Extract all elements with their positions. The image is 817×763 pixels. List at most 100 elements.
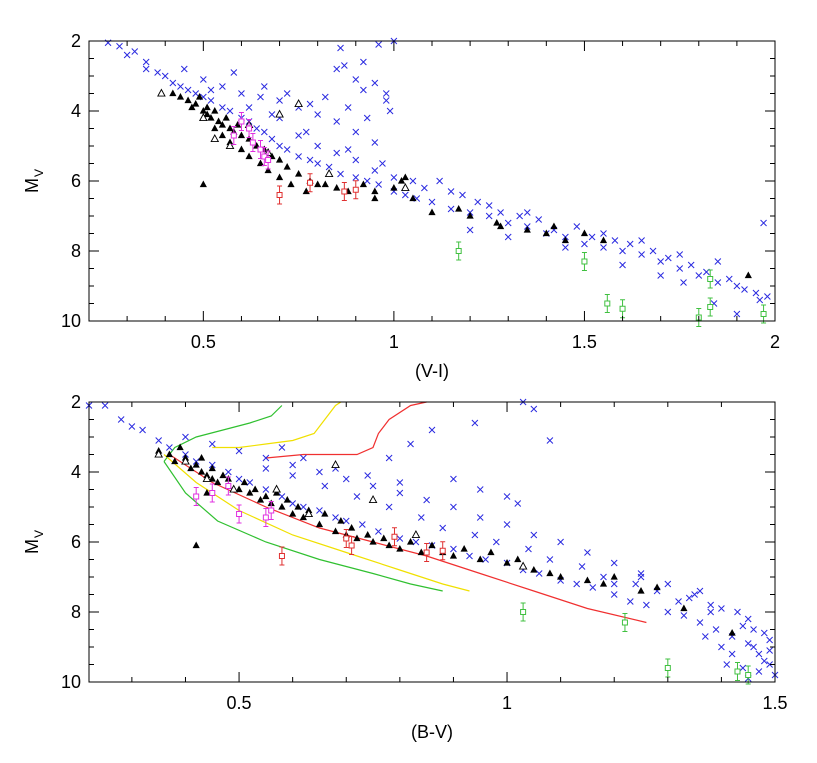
- cross-point: [619, 261, 626, 269]
- filled-triangle-point: [406, 538, 415, 545]
- cross-point: [733, 282, 741, 290]
- open-triangle-point: [518, 561, 528, 570]
- cross-point: [734, 608, 741, 616]
- filled-triangle-point: [287, 180, 295, 188]
- y-tick-label: 2: [71, 31, 81, 51]
- filled-triangle-point: [187, 464, 195, 472]
- cross-point: [578, 563, 586, 570]
- cross-point: [321, 482, 329, 490]
- cross-point: [739, 664, 747, 672]
- filled-triangle-point: [331, 527, 340, 535]
- error-box-point: [619, 305, 626, 312]
- cross-point: [316, 507, 323, 514]
- cross-point: [764, 293, 771, 300]
- filled-triangle-point: [237, 131, 246, 139]
- cross-point: [701, 633, 709, 640]
- filled-triangle-point: [256, 159, 265, 167]
- cross-point: [471, 419, 479, 427]
- filled-triangle-point: [550, 222, 558, 230]
- cross-point: [401, 191, 409, 199]
- cross-point: [344, 104, 352, 111]
- filled-triangle-point: [449, 552, 458, 559]
- filled-triangle-point: [542, 229, 550, 237]
- filled-triangle-point: [337, 517, 345, 524]
- cross-point: [352, 76, 360, 83]
- cross-point: [283, 146, 291, 153]
- filled-triangle-point: [295, 170, 303, 177]
- cross-point: [139, 426, 146, 434]
- x-tick-label: 1.5: [762, 693, 787, 713]
- error-box-point: [262, 514, 269, 521]
- filled-triangle-point: [333, 184, 341, 191]
- error-box-point: [230, 132, 237, 139]
- open-triangle-point: [272, 484, 281, 493]
- cross-point: [523, 209, 531, 216]
- cross-point: [169, 79, 177, 87]
- cross-point: [117, 416, 125, 423]
- cross-point: [262, 486, 270, 493]
- cross-point: [230, 69, 238, 76]
- x-tick-label: 2: [770, 332, 780, 352]
- cross-point: [295, 153, 302, 160]
- error-box-point: [520, 609, 527, 615]
- cross-point: [342, 517, 350, 525]
- cross-point: [131, 48, 139, 55]
- cross-point: [300, 503, 307, 511]
- cross-point: [289, 461, 297, 469]
- y-tick-label: 4: [71, 462, 81, 482]
- cross-point: [396, 535, 404, 542]
- cross-point: [504, 233, 512, 241]
- cross-point: [166, 444, 173, 451]
- cross-point: [573, 580, 581, 588]
- filled-triangle-point: [176, 93, 185, 100]
- error-box-point: [193, 493, 200, 500]
- cross-point: [219, 83, 226, 90]
- filled-triangle-point: [348, 524, 356, 531]
- filled-triangle-point: [176, 443, 184, 451]
- cross-point: [224, 468, 232, 476]
- filled-triangle-point: [610, 573, 618, 580]
- filled-triangle-point: [599, 236, 608, 244]
- error-box-point: [209, 490, 216, 496]
- bottom-ticks: 0.5 1 1.5 2 4 6 8 10: [61, 392, 788, 713]
- filled-triangle-point: [211, 107, 219, 114]
- filled-triangle-point: [546, 569, 554, 577]
- cross-point: [600, 230, 607, 237]
- filled-triangle-point: [557, 573, 565, 580]
- cross-point: [316, 468, 323, 476]
- cross-point: [396, 489, 404, 497]
- filled-triangle-point: [380, 534, 388, 542]
- cross-point: [360, 58, 367, 66]
- cross-point: [744, 615, 752, 623]
- cross-point: [417, 514, 425, 521]
- cross-point: [396, 479, 404, 486]
- cross-point: [283, 90, 291, 97]
- error-box-point: [423, 549, 430, 556]
- cross-point: [332, 514, 339, 521]
- cross-point: [649, 247, 657, 255]
- error-box-point: [265, 157, 272, 163]
- open-triangle-point: [210, 134, 220, 143]
- filled-triangle-point: [744, 271, 752, 279]
- cross-point: [142, 58, 150, 66]
- error-box-point: [455, 248, 462, 254]
- cross-point: [245, 104, 253, 111]
- cross-point: [219, 104, 226, 111]
- filled-triangle-point: [246, 489, 254, 496]
- cross-point: [375, 41, 382, 48]
- cross-point: [611, 237, 619, 244]
- cross-point: [123, 51, 131, 59]
- cross-point: [340, 62, 348, 69]
- cross-point: [466, 552, 473, 560]
- filled-triangle-point: [218, 121, 226, 128]
- filled-triangle-point: [390, 184, 398, 191]
- error-box-point: [581, 258, 588, 265]
- isochrone-curve: [163, 454, 470, 592]
- y-tick-label: 6: [71, 171, 81, 191]
- isochrone-curve: [212, 401, 342, 449]
- error-box-point: [261, 153, 268, 160]
- cross-point: [718, 643, 725, 651]
- cross-point: [685, 594, 693, 602]
- cross-point: [371, 139, 379, 146]
- filled-triangle-point: [599, 580, 608, 587]
